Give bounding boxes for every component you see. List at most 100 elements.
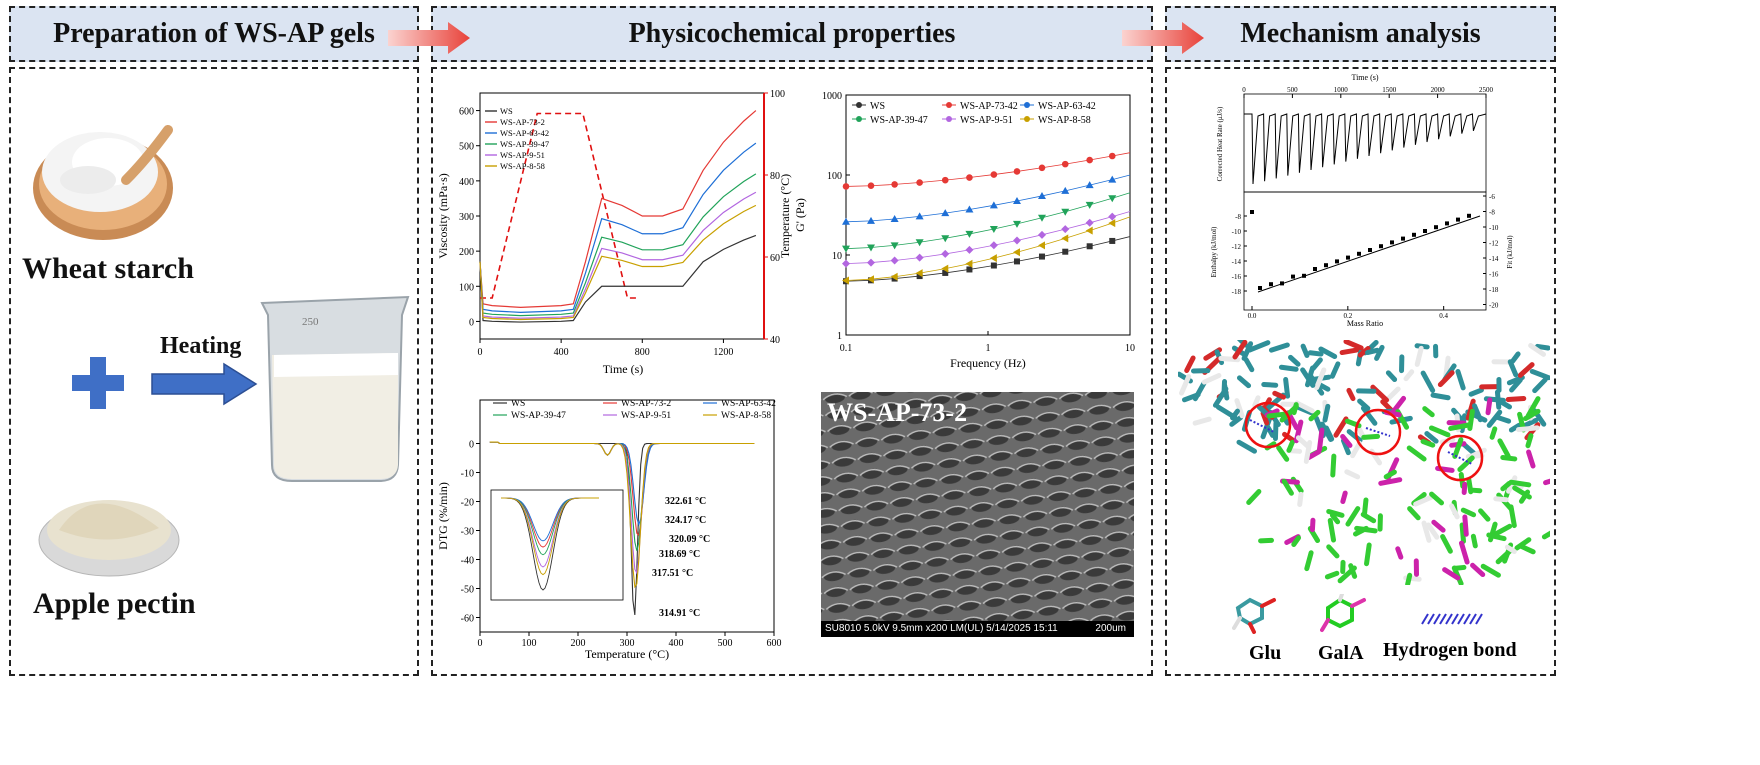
rheology-legend-entry: WS-AP-63-42	[1038, 101, 1096, 112]
rheology-data-point	[915, 269, 923, 278]
itc-top-xtick-label: 1500	[1382, 86, 1397, 94]
glu-label: Glu	[1249, 642, 1282, 664]
rva-y-ticks: 0 100 200 300 400 500 600	[459, 107, 480, 328]
itc-y2tick-label: -20	[1489, 302, 1499, 310]
dtg-series	[489, 441, 755, 616]
rheology-data-point	[1085, 218, 1094, 227]
hbond-circle-1	[1244, 401, 1292, 449]
itc-y2tick-label: -18	[1489, 286, 1499, 294]
rva-temperature-profile	[480, 112, 639, 299]
rheology-ytick-label: 100	[827, 171, 842, 182]
dtg-xtick-label: 600	[767, 638, 782, 649]
rheology-data-point	[965, 230, 974, 238]
rheology-data-point	[916, 273, 923, 280]
dtg-legend-entry: WS-AP-39-47	[511, 411, 566, 421]
rheology-data-point	[890, 256, 899, 265]
rheology-data-point	[842, 183, 850, 190]
rheology-data-point	[842, 217, 850, 225]
itc-bottom-xtick-label: 0.2	[1343, 312, 1352, 320]
heating-arrow-icon	[151, 362, 258, 406]
rva-ylabel: Viscosity (mPa·s)	[436, 173, 450, 259]
gala-label: GalA	[1318, 642, 1364, 664]
itc-ytick-label: -18	[1232, 288, 1242, 296]
rheology-data-point	[1061, 234, 1069, 243]
rheology-xtick-label: 10	[1125, 343, 1135, 354]
rheology-data-point	[867, 258, 876, 267]
rheology-data-point	[842, 276, 849, 285]
header-physicochemical: Physicochemical properties	[431, 6, 1153, 62]
dtg-xtick-label: 300	[620, 638, 635, 649]
rheology-data-point	[915, 239, 924, 247]
rva-ytick-label: 400	[459, 177, 474, 188]
dtg-chart: 0-10-20-30-40-50-60 0 100 200 300 400 500 600 …	[436, 399, 782, 661]
rheology-data-point	[1012, 220, 1021, 228]
itc-y2tick-label: -16	[1489, 271, 1499, 279]
rva-ytick-label: 300	[459, 212, 474, 223]
rva-chart: 0 100 200 300 400 500 600 40 60 80 100 0 400 800 120…	[436, 89, 792, 376]
rheology-data-point	[1038, 164, 1046, 172]
header-preparation-label: Preparation of WS-AP gels	[53, 18, 375, 49]
dtg-xtick-label: 200	[571, 638, 586, 649]
rva-ytick-label: 0	[469, 317, 474, 328]
rheology-data-point	[989, 225, 998, 233]
rheology-data-point	[890, 272, 898, 281]
dtg-xtick-label: 0	[478, 638, 483, 649]
rheology-ytick-label: 10	[832, 251, 842, 262]
rheology-data-point	[842, 259, 850, 268]
dtg-xtick-label: 500	[718, 638, 733, 649]
rheology-legend-entry: WS	[870, 101, 885, 112]
rva-y2tick-label: 60	[770, 253, 780, 264]
rheology-data-point	[891, 181, 898, 188]
rheology-data-point	[842, 245, 850, 253]
dtg-xtick-label: 100	[522, 638, 537, 649]
dtg-legend-entry: WS-AP-63-42	[721, 399, 776, 409]
heating-label: Heating	[160, 333, 242, 359]
sem-scale-text: 200um	[1095, 623, 1126, 634]
md-snapshot-image	[1178, 340, 1550, 585]
dtg-xtick-label: 400	[669, 638, 684, 649]
rheology-series-line	[845, 192, 1131, 250]
rheology-series	[842, 152, 1131, 285]
apple-pectin-label: Apple pectin	[33, 587, 196, 620]
rheology-data-point	[941, 176, 949, 184]
itc-bottom-y2-ticks: -6 -8 -10 -12 -14 -16 -18 -20	[1483, 193, 1499, 310]
itc-fit-line	[1257, 215, 1481, 293]
rheology-data-point	[1086, 243, 1093, 250]
rheology-data-point	[1086, 156, 1093, 164]
itc-bottom-xtick-label: 0.0	[1248, 312, 1257, 320]
rheology-data-point	[1061, 225, 1070, 234]
rheology-data-point	[1038, 253, 1045, 260]
rva-xtick-label: 0	[478, 347, 483, 358]
rheology-data-point	[915, 253, 924, 262]
itc-bottom-x-ticks: 0.0 0.2 0.4	[1248, 306, 1449, 320]
itc-enthalpy-points	[1250, 210, 1471, 290]
itc-top-xtick-label: 0	[1242, 86, 1246, 94]
dtg-legend-entry: WS-AP-8-58	[721, 411, 771, 421]
itc-ytick-label: -10	[1232, 228, 1242, 236]
rva-series	[479, 110, 757, 323]
rheology-ytick-label: 1	[837, 331, 842, 342]
rheology-data-point	[1061, 160, 1069, 168]
rva-xtick-label: 800	[635, 347, 650, 358]
rva-legend-entry: WS-AP-63-42	[500, 128, 549, 138]
itc-y2tick-label: -12	[1489, 240, 1499, 248]
rheology-data-point	[867, 182, 875, 190]
wheat-starch-label: Wheat starch	[22, 252, 194, 285]
rheology-data-point	[941, 209, 950, 217]
panel-preparation	[9, 67, 419, 676]
rheology-data-point	[1108, 195, 1117, 203]
sem-footer-text: SU8010 5.0kV 9.5mm x200 LM(UL) 5/14/2025…	[825, 623, 1058, 634]
dtg-ytick-label: -10	[461, 469, 474, 480]
rheology-data-point	[1061, 186, 1070, 194]
dtg-inset-line	[500, 497, 599, 576]
itc-y2tick-label: -6	[1489, 193, 1495, 201]
rheology-data-point	[1061, 208, 1070, 216]
itc-ytick-label: -8	[1235, 213, 1241, 221]
rheology-legend: WS WS-AP-73-42 WS-AP-63-42 WS-AP-39-47 WS-AP…	[852, 101, 1096, 126]
rva-legend-entry: WS-AP-73-2	[500, 117, 545, 127]
itc-top-xtick-label: 2500	[1479, 86, 1494, 94]
flow-arrow-2	[1122, 22, 1204, 54]
panel-mechanism	[1165, 67, 1556, 676]
rheology-data-point	[915, 212, 924, 220]
itc-ytick-label: -12	[1232, 243, 1242, 251]
